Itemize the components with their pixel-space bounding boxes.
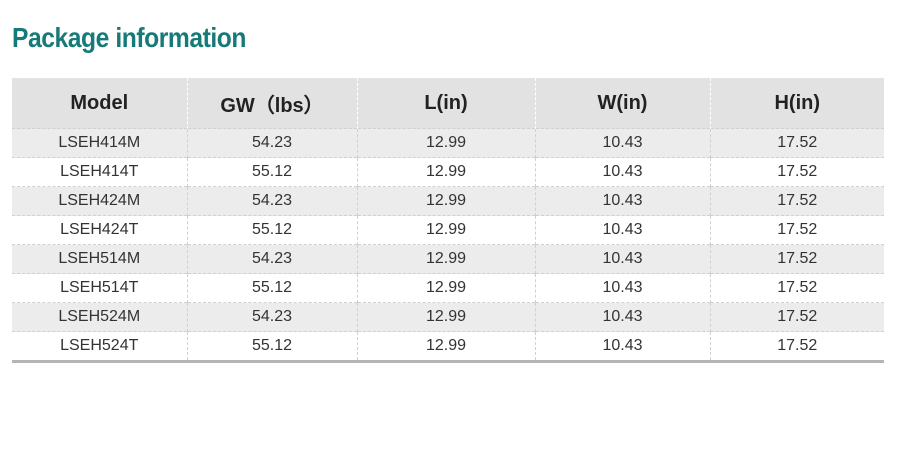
table-cell: LSEH524T bbox=[12, 331, 188, 362]
table-cell: LSEH524M bbox=[12, 302, 188, 332]
table-cell: 17.52 bbox=[710, 186, 884, 216]
table-cell: 10.43 bbox=[535, 244, 711, 274]
table-cell: 17.52 bbox=[710, 157, 884, 187]
title: Package information bbox=[12, 22, 246, 53]
table-cell: 17.52 bbox=[710, 273, 884, 303]
table-cell: 12.99 bbox=[357, 157, 536, 187]
table-cell: 12.99 bbox=[357, 215, 536, 245]
table-cell: 12.99 bbox=[357, 128, 536, 158]
table-cell: LSEH414T bbox=[12, 157, 188, 187]
table-cell: 10.43 bbox=[535, 273, 711, 303]
table-cell: 55.12 bbox=[187, 157, 358, 187]
table-row: LSEH514T 55.12 12.99 10.43 17.52 bbox=[12, 273, 884, 303]
column-header: Model bbox=[12, 78, 188, 129]
table-cell: 17.52 bbox=[710, 128, 884, 158]
table-cell: 54.23 bbox=[187, 302, 358, 332]
table-cell: 55.12 bbox=[187, 273, 358, 303]
table-row: LSEH414M 54.23 12.99 10.43 17.52 bbox=[12, 128, 884, 158]
table-body: LSEH414M 54.23 12.99 10.43 17.52 LSEH414T 55.1… bbox=[12, 128, 884, 362]
package-table: Model GW（lbs） L(in) W(in) H(in) LSEH414M 54.2… bbox=[12, 78, 884, 363]
table-cell: 17.52 bbox=[710, 215, 884, 245]
table-row: LSEH524M 54.23 12.99 10.43 17.52 bbox=[12, 302, 884, 332]
table-cell: 10.43 bbox=[535, 215, 711, 245]
table-row: LSEH514M 54.23 12.99 10.43 17.52 bbox=[12, 244, 884, 274]
table-cell: 12.99 bbox=[357, 244, 536, 274]
table-cell: LSEH514T bbox=[12, 273, 188, 303]
table-cell: LSEH514M bbox=[12, 244, 188, 274]
table-cell: 10.43 bbox=[535, 331, 711, 362]
table-cell: 54.23 bbox=[187, 244, 358, 274]
table-cell: 55.12 bbox=[187, 331, 358, 362]
table-cell: 12.99 bbox=[357, 186, 536, 216]
table-cell: 10.43 bbox=[535, 157, 711, 187]
table-row: LSEH414T 55.12 12.99 10.43 17.52 bbox=[12, 157, 884, 187]
table-cell: 54.23 bbox=[187, 128, 358, 158]
table-cell: 12.99 bbox=[357, 273, 536, 303]
header-row: Model GW（lbs） L(in) W(in) H(in) bbox=[12, 78, 884, 129]
table-cell: LSEH424M bbox=[12, 186, 188, 216]
table-cell: LSEH414M bbox=[12, 128, 188, 158]
table-row: LSEH524T 55.12 12.99 10.43 17.52 bbox=[12, 331, 884, 362]
table-row: LSEH424M 54.23 12.99 10.43 17.52 bbox=[12, 186, 884, 216]
table-cell: 12.99 bbox=[357, 331, 536, 362]
table-cell: 17.52 bbox=[710, 331, 884, 362]
column-header: H(in) bbox=[710, 78, 884, 129]
table-cell: 54.23 bbox=[187, 186, 358, 216]
column-header: GW（lbs） bbox=[187, 78, 358, 129]
table-head: Model GW（lbs） L(in) W(in) H(in) bbox=[12, 78, 884, 129]
table-row: LSEH424T 55.12 12.99 10.43 17.52 bbox=[12, 215, 884, 245]
table-cell: 12.99 bbox=[357, 302, 536, 332]
table-cell: 17.52 bbox=[710, 244, 884, 274]
column-header: W(in) bbox=[535, 78, 711, 129]
table-cell: LSEH424T bbox=[12, 215, 188, 245]
table-cell: 10.43 bbox=[535, 186, 711, 216]
table-cell: 55.12 bbox=[187, 215, 358, 245]
column-header: L(in) bbox=[357, 78, 536, 129]
table-cell: 17.52 bbox=[710, 302, 884, 332]
table-cell: 10.43 bbox=[535, 302, 711, 332]
table-cell: 10.43 bbox=[535, 128, 711, 158]
